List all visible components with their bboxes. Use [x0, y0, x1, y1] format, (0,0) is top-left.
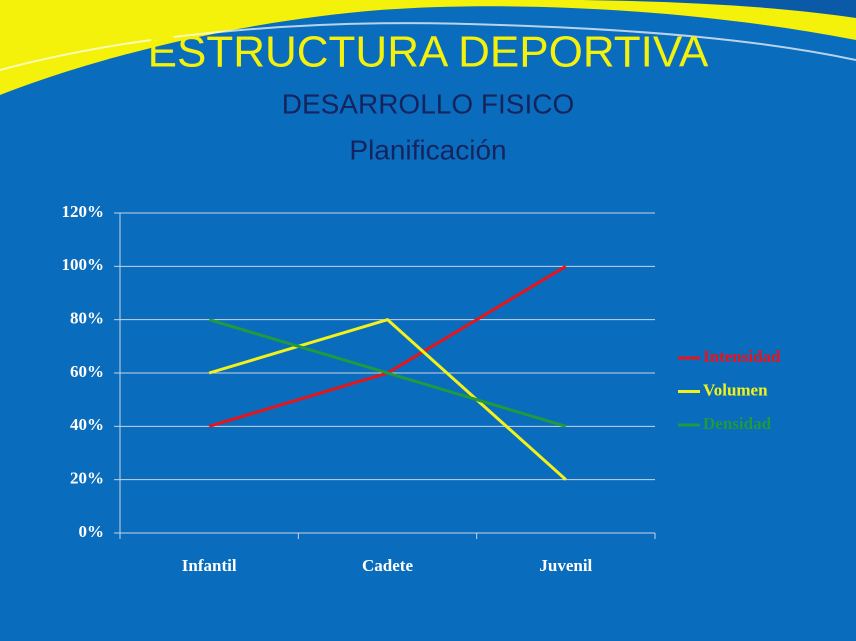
y-tick-label: 100%: [62, 255, 105, 274]
swoosh: [0, 0, 856, 95]
swoosh-line: [0, 22, 856, 71]
y-tick-label: 60%: [70, 362, 104, 381]
y-tick-label: 0%: [79, 522, 105, 541]
y-tick-label: 20%: [70, 469, 104, 488]
legend-label: Volumen: [703, 380, 768, 399]
legend-label: Densidad: [703, 414, 772, 433]
x-tick-label: Cadete: [362, 556, 413, 575]
swoosh-band: [0, 0, 856, 18]
slide-title: ESTRUCTURA DEPORTIVA: [148, 28, 709, 77]
series-line: [208, 318, 567, 428]
y-tick-label: 80%: [70, 309, 104, 328]
series-line: [208, 317, 567, 481]
x-tick-label: Juvenil: [539, 556, 592, 575]
y-tick-label: 40%: [70, 415, 104, 434]
subtitle: DESARROLLO FISICO: [282, 88, 575, 119]
x-tick-label: Infantil: [182, 556, 237, 575]
y-tick-label: 120%: [62, 202, 105, 221]
subtitle: Planificación: [349, 134, 506, 165]
legend-label: Intensidad: [703, 347, 781, 366]
